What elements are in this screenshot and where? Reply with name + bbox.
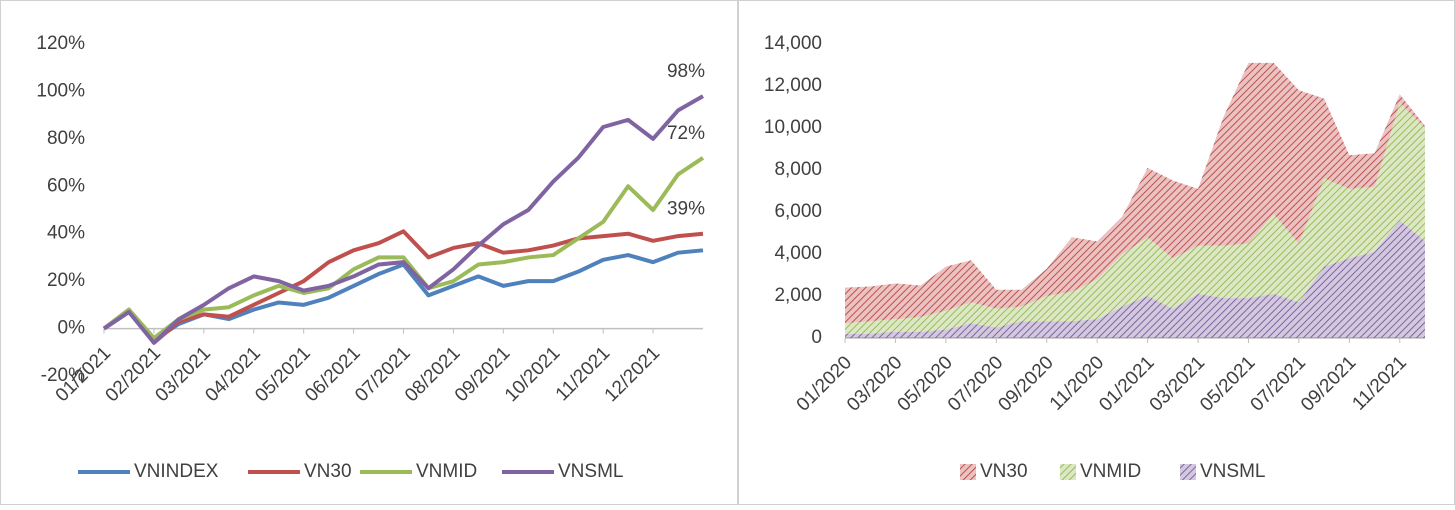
x-tick-label: 03/2020 (843, 352, 906, 415)
x-tick-label: 05/2021 (1196, 352, 1259, 415)
legend-label: VNMID (1080, 461, 1141, 482)
y-tick-label: 0 (811, 327, 822, 348)
y-tick-label: 120% (36, 33, 85, 54)
y-tick-label: 14,000 (764, 33, 822, 54)
x-tick-label: 01/2020 (793, 352, 856, 415)
annotation: 72% (667, 123, 705, 144)
legend-swatch (960, 464, 976, 480)
y-tick-label: 100% (36, 80, 85, 101)
line-series (102, 156, 705, 341)
legend-label: VN30 (980, 461, 1028, 482)
x-tick-label: 07/2021 (1247, 352, 1310, 415)
annotation: 98% (667, 61, 705, 82)
legend-label: VN30 (304, 461, 352, 482)
y-tick-label: 40% (47, 223, 85, 244)
y-tick-label: 8,000 (774, 159, 822, 180)
y-tick-label: 6,000 (774, 201, 822, 222)
x-tick-label: 11/2021 (1348, 352, 1410, 414)
legend-swatch (1060, 464, 1076, 480)
y-tick-label: 2,000 (774, 285, 822, 306)
area-series (845, 62, 1425, 324)
y-tick-label: 60% (47, 175, 85, 196)
legend-label: VNSML (558, 461, 623, 482)
x-tick-label: 09/2020 (994, 352, 1057, 415)
y-tick-label: -20% (41, 365, 85, 386)
y-tick-label: 4,000 (774, 243, 822, 264)
legend-label: VNSML (1200, 461, 1265, 482)
x-tick-label: 09/2021 (1297, 352, 1360, 415)
annotation: 39% (667, 199, 705, 220)
line-series (102, 229, 704, 345)
legend-label: VNMID (416, 461, 477, 482)
x-tick-label: 10/2021 (501, 343, 564, 406)
x-tick-label: 05/2020 (894, 352, 957, 415)
y-tick-label: 20% (47, 270, 85, 291)
x-tick-label: 03/2021 (1146, 352, 1209, 415)
y-tick-label: 80% (47, 128, 85, 149)
line-series (102, 94, 704, 345)
x-tick-label: 12/2021 (601, 343, 664, 406)
legend-label: VNINDEX (134, 461, 219, 482)
y-tick-label: 10,000 (764, 117, 822, 138)
legend-swatch (1180, 464, 1196, 480)
area-series (845, 220, 1425, 338)
y-tick-label: 0% (58, 318, 86, 339)
x-tick-label: 01/2021 (1095, 352, 1158, 415)
y-tick-label: 12,000 (764, 75, 822, 96)
x-tick-label: 07/2020 (944, 352, 1007, 415)
area-series (845, 102, 1425, 334)
